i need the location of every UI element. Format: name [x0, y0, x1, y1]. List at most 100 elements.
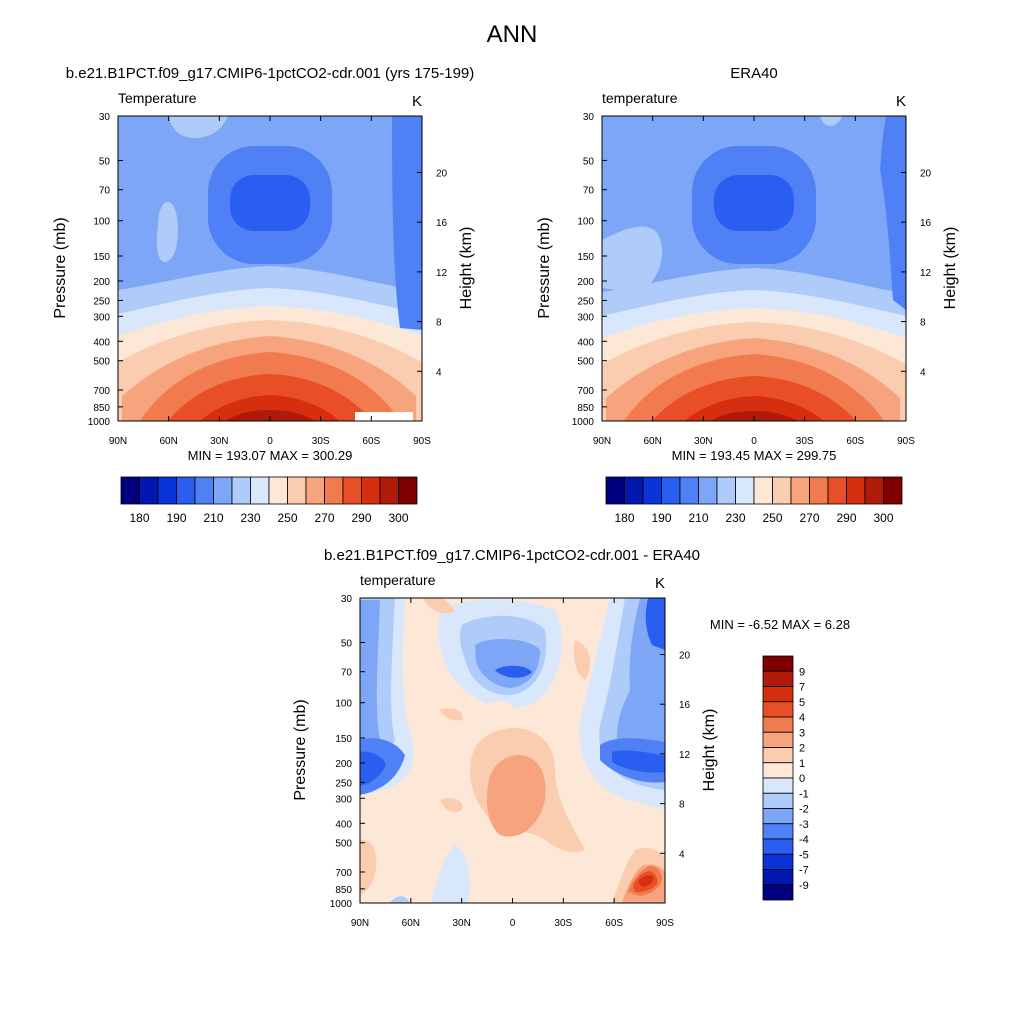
panel-c-left-label: temperature: [360, 572, 436, 588]
y-tick-label: 100: [577, 217, 594, 228]
fill-level: [684, 396, 824, 421]
colorbar-swatch: [762, 716, 794, 733]
panel-b-stats: MIN = 193.45 MAX = 299.75: [672, 448, 837, 463]
panel-c-stats: MIN = -6.52 MAX = 6.28: [710, 617, 850, 632]
x-tick-label: 30S: [312, 436, 330, 447]
panel-c-title: b.e21.B1PCT.f09_g17.CMIP6-1pctCO2-cdr.00…: [324, 547, 700, 564]
colorbar-label: 0: [799, 773, 805, 785]
y2-tick-label: 8: [679, 800, 685, 811]
figure-title: ANN: [487, 21, 538, 48]
y-tick-label: 400: [577, 337, 594, 348]
colorbar-swatch: [605, 476, 625, 505]
colorbar-swatch: [213, 476, 233, 505]
panel-b-title: ERA40: [730, 65, 778, 82]
colorbar-swatch: [753, 476, 773, 505]
colorbar-swatch: [716, 476, 736, 505]
colorbar-swatch: [864, 476, 884, 505]
y-tick-label: 700: [93, 386, 110, 397]
y-tick-label: 400: [93, 337, 110, 348]
fill-level: [612, 750, 665, 773]
y2-tick-label: 20: [679, 650, 691, 661]
y-tick-label: 250: [577, 296, 594, 307]
x-tick-label: 30N: [694, 436, 712, 447]
fill-level: [645, 598, 665, 650]
colorbar-label: 190: [651, 511, 671, 525]
fill-level: [200, 395, 340, 421]
colorbar-label: 290: [836, 511, 856, 525]
colorbar-swatch: [287, 476, 307, 505]
colorbar-swatch: [176, 476, 196, 505]
y-tick-label: 70: [583, 186, 595, 197]
y2-tick-label: 20: [436, 168, 448, 179]
y2-tick-label: 4: [436, 367, 442, 378]
y-tick-label: 700: [577, 386, 594, 397]
colorbar-label: 230: [240, 511, 260, 525]
colorbar-label: -2: [799, 804, 809, 816]
y-tick-label: 100: [335, 699, 352, 710]
panel-c-y2label: Height (km): [701, 709, 718, 792]
x-tick-label: 60S: [605, 918, 623, 929]
x-tick-label: 0: [510, 918, 516, 929]
colorbar-label: 190: [166, 511, 186, 525]
fill-level: [820, 116, 842, 126]
colorbar-swatch: [268, 476, 288, 505]
colorbar-swatch: [398, 476, 418, 505]
y-tick-label: 250: [93, 296, 110, 307]
fill-level: [714, 175, 794, 231]
colorbar-swatch: [772, 476, 792, 505]
panel-a-field: [118, 116, 422, 421]
fill-level: [168, 116, 228, 138]
y-tick-label: 850: [577, 403, 594, 414]
y2-tick-label: 12: [679, 750, 691, 761]
colorbar-label: 210: [688, 511, 708, 525]
x-tick-label: 60N: [643, 436, 661, 447]
y2-tick-label: 4: [920, 367, 926, 378]
colorbar-swatch: [762, 869, 794, 886]
y2-tick-label: 16: [436, 218, 448, 229]
y-tick-label: 1000: [88, 417, 111, 428]
x-tick-label: 30S: [796, 436, 814, 447]
colorbar-swatch: [231, 476, 251, 505]
y-tick-label: 30: [341, 594, 353, 605]
colorbar-label: 2: [799, 743, 805, 755]
x-tick-label: 0: [267, 436, 273, 447]
colorbar-swatch: [762, 655, 794, 672]
y-tick-label: 500: [335, 839, 352, 850]
y2-tick-label: 12: [920, 268, 932, 279]
y2-tick-label: 4: [679, 849, 685, 860]
colorbar-label: 250: [277, 511, 297, 525]
fill-level: [495, 665, 532, 678]
colorbar-label: 180: [129, 511, 149, 525]
x-tick-label: 90S: [897, 436, 915, 447]
panel-a-stats: MIN = 193.07 MAX = 300.29: [188, 448, 353, 463]
x-tick-label: 60N: [402, 918, 420, 929]
y-tick-label: 200: [335, 759, 352, 770]
panel-b-ylabel: Pressure (mb): [536, 217, 553, 318]
y-tick-label: 70: [341, 668, 353, 679]
colorbar-swatch: [624, 476, 644, 505]
x-tick-label: 90S: [413, 436, 431, 447]
fill-level: [602, 226, 663, 290]
panel-a-title: b.e21.B1PCT.f09_g17.CMIP6-1pctCO2-cdr.00…: [66, 65, 475, 82]
fill-level: [156, 202, 178, 262]
colorbar-swatch: [790, 476, 810, 505]
colorbar-swatch: [762, 731, 794, 748]
y2-tick-label: 20: [920, 168, 932, 179]
colorbar-swatch: [379, 476, 399, 505]
y-tick-label: 200: [577, 277, 594, 288]
colorbar-swatch: [827, 476, 847, 505]
fill-level: [225, 410, 315, 421]
colorbar-swatch: [762, 823, 794, 840]
panel-b-y2label: Height (km): [942, 227, 959, 310]
y2-tick-label: 16: [920, 218, 932, 229]
fill-level: [392, 116, 422, 330]
y2-tick-label: 8: [436, 318, 442, 329]
x-tick-label: 0: [751, 436, 757, 447]
fill-level: [230, 175, 310, 231]
x-tick-label: 90N: [351, 918, 369, 929]
y-tick-label: 150: [577, 252, 594, 263]
y2-tick-label: 8: [920, 318, 926, 329]
y-tick-label: 100: [93, 217, 110, 228]
fill-level: [880, 116, 906, 310]
